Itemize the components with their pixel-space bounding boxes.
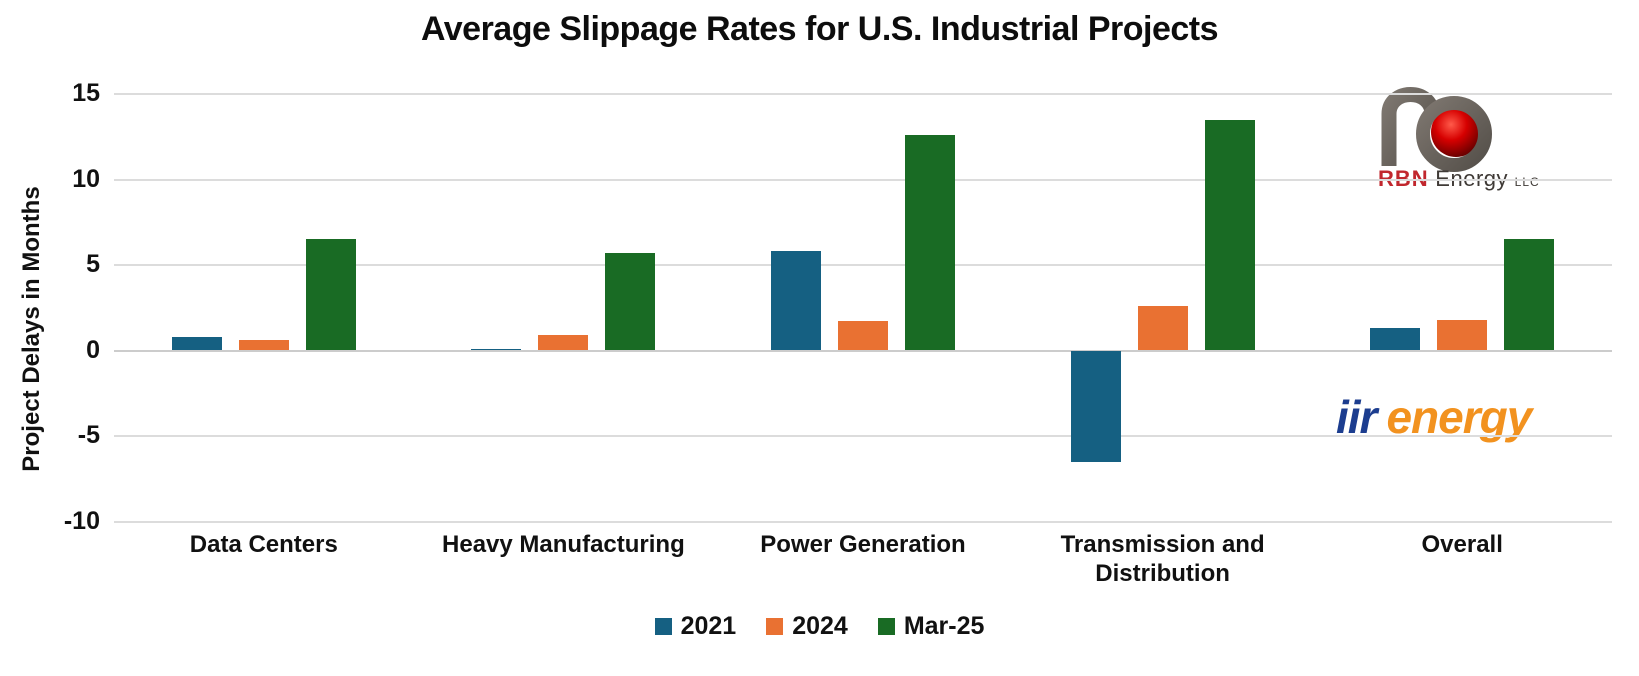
legend: 2021 2024 Mar-25 [0, 612, 1639, 641]
chart-title: Average Slippage Rates for U.S. Industri… [420, 10, 1219, 48]
legend-label-2021: 2021 [680, 612, 737, 640]
bar-2024-heavy-manufacturing [538, 335, 589, 351]
bar-2024-data-centers [238, 340, 289, 351]
bar-2021-data-centers [171, 336, 222, 351]
legend-swatch-2024 [766, 618, 784, 635]
legend-label-2024: 2024 [792, 612, 848, 640]
x-axis-label-data-centers: Data Centers [189, 531, 338, 558]
gridline-y--5 [114, 435, 1612, 437]
gridline-y-0 [114, 349, 1612, 352]
bar-Mar-25-transmission-and-distribution [1204, 119, 1255, 351]
x-axis-label-transmission-and-distribution: Transmission and Distribution [1060, 531, 1265, 587]
y-tick-label--10: -10 [63, 506, 100, 535]
rbn-red-ball [1431, 107, 1481, 157]
legend-swatch-2021 [654, 618, 672, 635]
bar-Mar-25-heavy-manufacturing [605, 253, 656, 351]
bar-Mar-25-data-centers [305, 239, 356, 351]
gridline-y-10 [114, 178, 1612, 181]
gridline-y--10 [114, 520, 1612, 523]
bar-2021-power-generation [771, 251, 821, 351]
y-axis-title: Project Delays in Months [18, 186, 45, 472]
y-tick-label-15: 15 [72, 79, 100, 107]
x-axis-label-overall: Overall [1421, 531, 1503, 558]
x-axis-label-power-generation: Power Generation [760, 531, 966, 558]
iir-energy-logo: iir energy [1336, 390, 1532, 444]
bar-2021-transmission-and-distribution [1070, 350, 1121, 462]
y-tick-label-10: 10 [72, 164, 100, 193]
y-tick-label-0: 0 [86, 335, 100, 364]
bar-2021-overall [1370, 328, 1421, 351]
bar-2021-heavy-manufacturing [471, 348, 522, 351]
gridline-y-15 [114, 93, 1612, 95]
bar-2024-overall [1437, 319, 1488, 351]
legend-item-2021: 2021 [654, 612, 737, 641]
iir-logo-part2: energy [1386, 391, 1532, 443]
rbn-pipe-loop [1416, 96, 1492, 172]
gridline-y-5 [114, 264, 1612, 266]
bar-2024-transmission-and-distribution [1137, 306, 1188, 351]
legend-item-mar-25: Mar-25 [877, 612, 985, 641]
rbn-logo-suffix: LLC [1514, 175, 1540, 189]
bar-2024-power-generation [838, 321, 888, 351]
x-axis-label-heavy-manufacturing: Heavy Manufacturing [442, 531, 685, 558]
legend-label-mar-25: Mar-25 [903, 612, 985, 640]
legend-item-2024: 2024 [766, 612, 848, 641]
iir-logo-part1: iir [1336, 391, 1377, 443]
y-tick-label-5: 5 [86, 250, 100, 278]
bar-Mar-25-power-generation [905, 135, 955, 351]
y-tick-label--5: -5 [77, 421, 100, 449]
legend-swatch-mar-25 [877, 618, 895, 635]
bar-Mar-25-overall [1504, 239, 1555, 351]
